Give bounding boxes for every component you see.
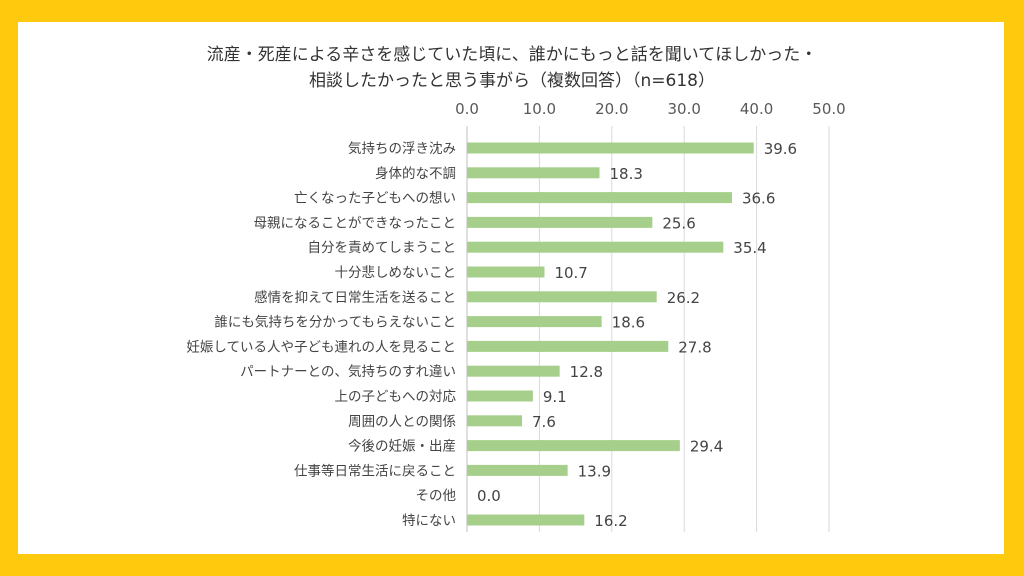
category-label: 亡くなった子どもへの想い <box>294 191 456 207</box>
value-label: 10.7 <box>554 264 587 282</box>
category-label: 気持ちの浮き沈み <box>348 141 456 157</box>
value-label: 12.8 <box>570 363 603 381</box>
value-label: 25.6 <box>662 214 695 232</box>
bar <box>467 142 754 154</box>
bar <box>467 316 602 328</box>
category-label: 今後の妊娠・出産 <box>348 439 456 455</box>
value-label: 29.4 <box>690 438 723 456</box>
value-label: 16.2 <box>594 512 627 530</box>
category-label: 上の子どもへの対応 <box>335 389 457 405</box>
category-label: 仕事等日常生活に戻ること <box>294 462 456 479</box>
value-label: 7.6 <box>532 413 556 431</box>
x-tick-label: 10.0 <box>523 100 556 118</box>
chart-title-line-2: 相談したかったと思う事がら（複数回答）（n=618） <box>309 71 715 91</box>
category-label: 十分悲しめないこと <box>335 264 457 281</box>
bar <box>467 390 533 402</box>
x-tick-label: 30.0 <box>667 100 700 118</box>
bar <box>467 464 568 476</box>
category-label: 身体的な不調 <box>375 166 456 182</box>
value-label: 13.9 <box>578 462 611 480</box>
category-label: 誰にも気持ちを分かってもらえないこと <box>214 315 456 331</box>
category-label: 母親になることができなったこと <box>254 215 457 231</box>
bar <box>467 291 657 303</box>
value-label: 35.4 <box>733 239 766 257</box>
bar <box>467 192 732 204</box>
category-label: 妊娠している人や子ども連れの人を見ること <box>186 339 456 355</box>
value-label: 27.8 <box>678 338 711 356</box>
x-tick-label: 20.0 <box>595 100 628 118</box>
category-label: パートナーとの、気持ちのすれ違い <box>240 364 456 380</box>
value-label: 36.6 <box>742 190 775 208</box>
category-label: 自分を責めてしまうこと <box>308 240 457 256</box>
value-label: 0.0 <box>477 487 501 505</box>
bar <box>467 340 669 352</box>
x-tick-label: 50.0 <box>812 100 845 118</box>
category-label: 感情を抑えて日常生活を送ること <box>254 289 456 306</box>
value-label: 18.6 <box>612 314 645 332</box>
value-label: 18.3 <box>609 165 642 183</box>
category-label: その他 <box>416 488 457 504</box>
bar <box>467 241 724 253</box>
category-label: 特にない <box>402 513 456 529</box>
bar <box>467 415 523 427</box>
bar <box>467 266 545 278</box>
x-tick-label: 40.0 <box>740 100 773 118</box>
bar <box>467 514 585 526</box>
value-label: 26.2 <box>667 289 700 307</box>
value-label: 39.6 <box>764 140 797 158</box>
bar <box>467 440 680 452</box>
value-label: 9.1 <box>543 388 567 406</box>
bar <box>467 216 653 228</box>
x-tick-label: 0.0 <box>455 100 479 118</box>
category-label: 周囲の人との関係 <box>348 414 456 430</box>
bar <box>467 167 600 179</box>
bar <box>467 365 560 377</box>
chart-title-line-1: 流産・死産による辛さを感じていた頃に、誰かにもっと話を聞いてほしかった・ <box>206 45 818 65</box>
